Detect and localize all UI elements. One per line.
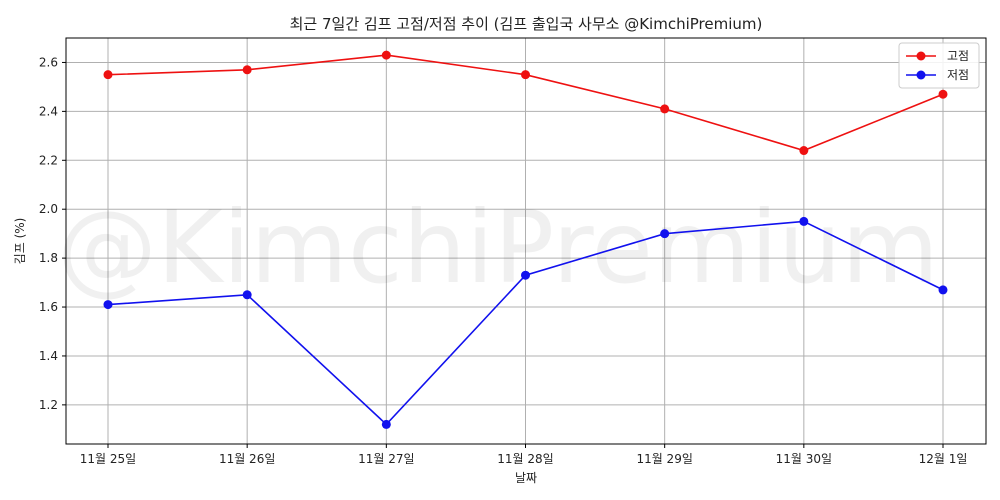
legend-item: 저점 <box>906 68 969 82</box>
x-tick-label: 11월 26일 <box>219 452 275 466</box>
x-tick-label: 11월 27일 <box>358 452 414 466</box>
y-tick-label: 2.6 <box>39 55 58 69</box>
data-point <box>521 70 530 80</box>
data-point <box>660 104 670 114</box>
y-tick-label: 2.2 <box>39 153 58 167</box>
x-tick-label: 11월 25일 <box>80 452 136 466</box>
data-point <box>242 65 252 75</box>
x-tick-label: 11월 30일 <box>776 452 832 466</box>
y-tick-label: 1.2 <box>39 398 58 412</box>
plot-area: @KimchiPremium <box>57 37 987 445</box>
data-point <box>103 300 113 310</box>
data-point <box>660 229 670 239</box>
grid <box>66 38 986 444</box>
y-axis: 1.2 1.4 1.6 1.8 2.0 2.2 2.4 2.6 <box>39 55 66 412</box>
x-tick-label: 12월 1일 <box>919 452 968 466</box>
series-1 <box>103 50 948 156</box>
y-tick-label: 1.4 <box>39 349 58 363</box>
series-2 <box>103 216 948 429</box>
x-axis-label: 날짜 <box>515 471 537 485</box>
chart-title: 최근 7일간 김프 고점/저점 추이 (김프 출입국 사무소 @KimchiPr… <box>290 15 763 33</box>
data-point <box>242 290 252 300</box>
data-point <box>938 89 948 99</box>
data-point <box>103 70 113 80</box>
data-point <box>521 270 530 280</box>
data-point <box>799 146 809 156</box>
legend-marker <box>916 51 926 61</box>
x-axis: 11월 25일 11월 26일 11월 27일 11월 28일 11월 29일 11월 3… <box>80 444 968 466</box>
x-tick-label: 11월 29일 <box>636 452 692 466</box>
y-tick-label: 1.6 <box>39 300 58 314</box>
series-layer <box>103 50 948 429</box>
legend-label: 고점 <box>947 49 969 63</box>
data-point <box>381 419 391 429</box>
legend-item: 고점 <box>906 49 969 63</box>
data-point <box>799 216 809 226</box>
y-tick-label: 2.0 <box>39 202 58 216</box>
x-tick-label: 11월 28일 <box>497 452 553 466</box>
legend-label: 저점 <box>947 68 969 82</box>
data-point <box>381 50 391 60</box>
data-point <box>938 285 948 295</box>
y-axis-label: 김프 (%) <box>13 218 27 265</box>
watermark: @KimchiPremium <box>57 189 939 306</box>
legend-marker <box>916 70 926 80</box>
y-tick-label: 2.4 <box>39 104 58 118</box>
y-tick-label: 1.8 <box>39 251 58 265</box>
